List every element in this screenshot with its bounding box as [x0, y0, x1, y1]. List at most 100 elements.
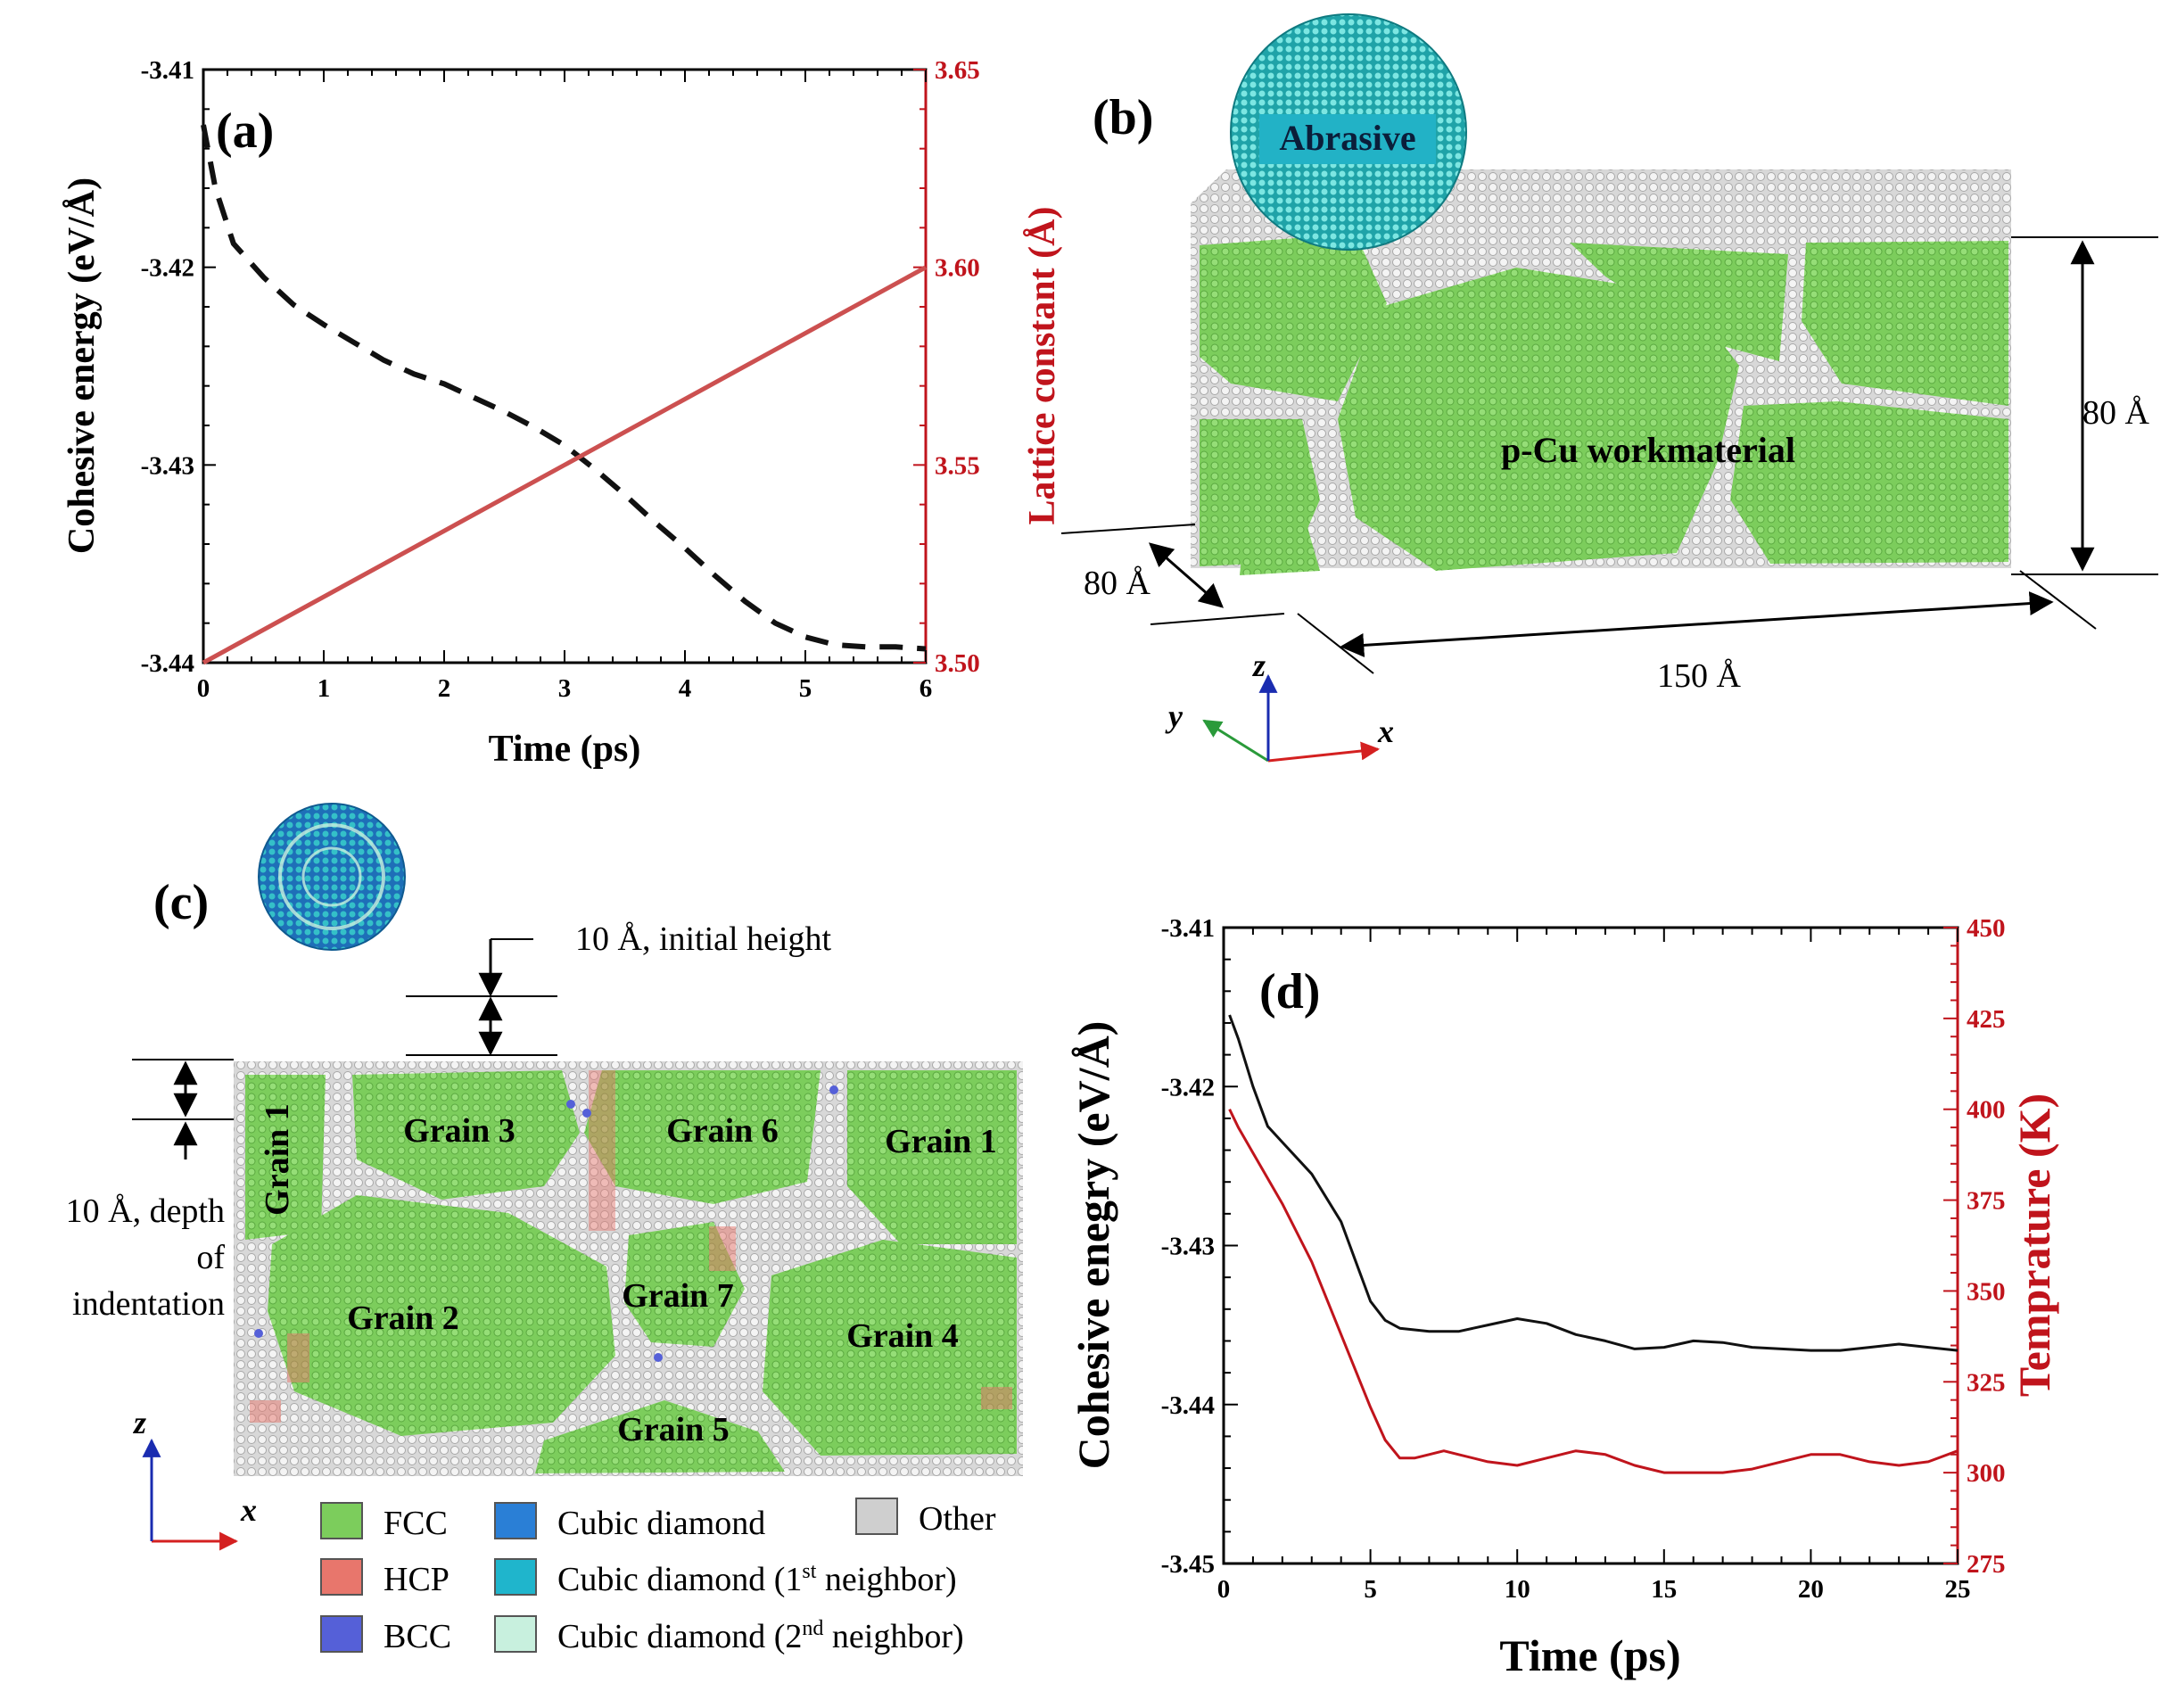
depth-label-line2: of [196, 1239, 225, 1276]
dim-depth-label: 80 Å [1084, 565, 1151, 602]
length-arrow [1340, 591, 2054, 657]
defect-atoms [250, 1070, 1012, 1423]
panel-label-c: (c) [153, 875, 209, 930]
y-tick-label-d-2: -3.43 [1161, 1233, 1215, 1261]
y-tick-label-a-0: -3.44 [141, 649, 194, 678]
triad-z-label: z [1251, 648, 1266, 683]
x-tick-label-a-3: 3 [558, 674, 572, 703]
triad-c-x-label: x [240, 1492, 257, 1528]
x-tick-label-a-5: 5 [799, 674, 812, 703]
y2-tick-label-d-1: 300 [1967, 1459, 2006, 1488]
triad-y-axis [1202, 719, 1269, 763]
y2-tick-label-d-5: 400 [1967, 1096, 2006, 1125]
y2-tick-label-d-4: 375 [1967, 1187, 2006, 1216]
length-tick-right [2019, 570, 2097, 630]
abrasive-disc-core [301, 846, 362, 907]
y2-tick-label-a-3: 3.65 [935, 56, 980, 85]
legend-label-cubic2: Cubic diamond (2nd neighbor) [557, 1617, 964, 1655]
x-tick-label-a-4: 4 [679, 674, 692, 703]
y-axis-title-a: Cohesive energy (eV/Å) [62, 177, 103, 554]
grain-label-7: Grain 7 [622, 1277, 734, 1315]
abrasive-disc-ring [278, 823, 385, 930]
x-tick-label-d-4: 20 [1798, 1575, 1824, 1604]
x-axis-title-d: Time (ps) [1499, 1630, 1680, 1680]
y-tick-label-d-0: -3.45 [1161, 1550, 1215, 1579]
legend-label-hcp: HCP [383, 1561, 449, 1598]
legend-label-cubic1: Cubic diamond (1st neighbor) [557, 1560, 957, 1598]
series-a-0-left-axis [201, 124, 927, 652]
depth-arrow [1148, 542, 1225, 608]
grain-regions [245, 1070, 1017, 1473]
legend-swatch-bcc [320, 1615, 363, 1653]
y-axis-title-d: Cohesive enegry (eV/Å) [1068, 1021, 1118, 1470]
depth-line-2 [1150, 613, 1285, 625]
legend-swatch-cubic2 [494, 1615, 537, 1653]
legend-swatch-cubic1 [494, 1558, 537, 1596]
x-tick-label-d-2: 10 [1505, 1575, 1530, 1604]
legend-swatch-fcc [320, 1502, 363, 1539]
panel-label-d: (d) [1259, 964, 1320, 1019]
x-tick-label-a-6: 6 [920, 674, 933, 703]
triad-x-axis [1267, 741, 1381, 763]
y2-tick-label-d-0: 275 [1967, 1550, 2006, 1579]
chart-d: 0 5 10 15 20 25 -3.45 -3.44 -3.43 -3.42 -3.41 275 30… [1068, 914, 2059, 1680]
y-tick-label-a-1: -3.43 [141, 451, 194, 480]
series-d-0-left-axis [1228, 1014, 1959, 1352]
legend-swatch-hcp [320, 1558, 363, 1596]
grain-label-1-left: Grain 1 [259, 1103, 296, 1216]
triad-c-z-label: z [132, 1405, 146, 1440]
dim-height-label: 80 Å [2082, 394, 2150, 432]
workpiece-grains [1200, 234, 2008, 575]
grain-label-1-right: Grain 1 [885, 1123, 997, 1160]
x-tick-label-a-2: 2 [438, 674, 451, 703]
initial-height-label: 10 Å, initial height [575, 920, 832, 958]
panel-label-a: (a) [216, 103, 274, 159]
legend-swatch-cubic [494, 1502, 537, 1539]
plot-frame-d [1222, 926, 1959, 1565]
abrasive-label-box [1259, 114, 1436, 164]
y-tick-label-d-1: -3.44 [1161, 1391, 1215, 1420]
chart-a: 0 1 2 3 4 5 6 -3.44 -3.43 -3.42 -3.41 3.50 3.55 3.60 3… [62, 56, 1063, 770]
y2-tick-label-a-2: 3.60 [935, 254, 980, 283]
x-tick-label-d-1: 5 [1364, 1575, 1377, 1604]
x-tick-label-d-3: 15 [1651, 1575, 1677, 1604]
grain-label-6: Grain 6 [666, 1112, 779, 1150]
y2-tick-label-d-6: 425 [1967, 1005, 2006, 1034]
y-tick-label-d-3: -3.42 [1161, 1073, 1215, 1102]
grain-label-4: Grain 4 [846, 1317, 959, 1355]
legend-label-fcc: FCC [383, 1505, 448, 1542]
y2-tick-label-d-7: 450 [1967, 914, 2006, 943]
legend-label-other: Other [919, 1500, 996, 1538]
dim-length-label: 150 Å [1657, 657, 1742, 695]
x-tick-label-d-5: 25 [1945, 1575, 1971, 1604]
y2-axis-title-a: Lattice constant (Å) [1022, 207, 1063, 525]
y-tick-label-d-4: -3.41 [1161, 914, 1215, 943]
y-tick-label-a-3: -3.41 [141, 56, 194, 85]
workmaterial-label: p-Cu workmaterial [1501, 430, 1795, 470]
x-axis-title-a: Time (ps) [489, 729, 641, 770]
plot-frame-a [202, 68, 928, 664]
legend-label-cubic: Cubic diamond [557, 1505, 765, 1542]
y2-tick-label-d-3: 350 [1967, 1277, 2006, 1306]
x-tick-label-a-1: 1 [318, 674, 331, 703]
y-tick-label-a-2: -3.42 [141, 254, 194, 283]
y2-tick-label-a-1: 3.55 [935, 451, 980, 480]
grain-label-3: Grain 3 [403, 1112, 515, 1150]
grain-label-2: Grain 2 [347, 1300, 459, 1337]
y2-tick-label-a-0: 3.50 [935, 649, 980, 678]
series-d-1-right-axis [1228, 1109, 1959, 1474]
triad-y-label: y [1165, 698, 1183, 734]
x-tick-label-d-0: 0 [1217, 1575, 1231, 1604]
panel-label-b: (b) [1093, 90, 1153, 145]
series-a-1-right-axis [202, 265, 928, 665]
abrasive-label: Abrasive [1279, 118, 1415, 158]
panel-c: (c) 10 Å, initial height [66, 803, 1023, 1655]
y2-axis-title-d: Temprature (K) [2009, 1093, 2059, 1397]
length-tick-left [1297, 613, 1374, 674]
panel-b: (b) Abrasive p-Cu workmaterial 80 Å 80 Å [1060, 13, 2158, 763]
y2-tick-label-d-2: 325 [1967, 1368, 2006, 1397]
legend-swatch-other [855, 1498, 898, 1535]
grain-label-5: Grain 5 [617, 1411, 730, 1448]
structure-legend: FCC HCP BCC Cubic diamond Cubic diamond … [320, 1498, 996, 1655]
